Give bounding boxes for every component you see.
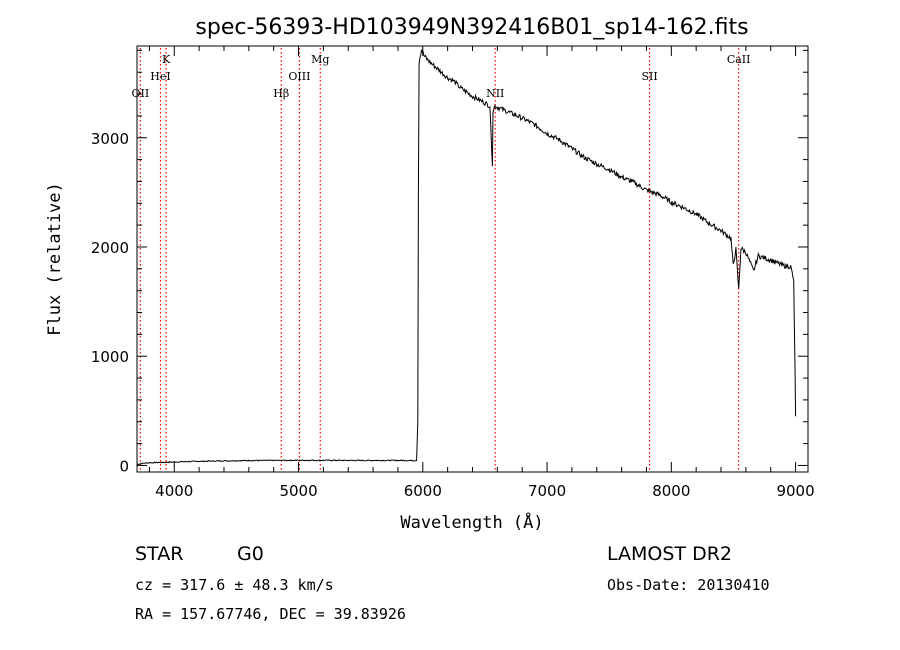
y-tick-label-3: 3000 — [91, 130, 129, 148]
y-tick-label-1: 1000 — [91, 348, 129, 366]
x-tick-label-3: 7000 — [528, 482, 566, 500]
marker-label-0: OII — [131, 87, 149, 100]
redshift-text: cz = 317.6 ± 48.3 km/s — [135, 576, 334, 594]
x-tick-label-0: 4000 — [155, 482, 193, 500]
coordinates-text: RA = 157.67746, DEC = 39.83926 — [135, 605, 406, 623]
x-tick-label-1: 5000 — [279, 482, 317, 500]
marker-label-8: CaII — [727, 53, 751, 66]
marker-label-4: OIII — [288, 70, 310, 83]
plot-frame — [136, 45, 809, 473]
y-axis-label: Flux (relative) — [45, 182, 65, 336]
marker-label-1: K — [162, 53, 171, 66]
marker-label-2: HeI — [150, 70, 170, 83]
survey-label: LAMOST DR2 — [607, 543, 732, 565]
marker-label-7: SII — [641, 70, 657, 83]
subclass-label: G0 — [237, 543, 264, 565]
x-axis-label: Wavelength (Å) — [400, 511, 543, 533]
marker-label-6: NII — [486, 87, 504, 100]
spectrum-line — [136, 49, 797, 466]
y-tick-label-0: 0 — [119, 457, 129, 475]
marker-label-5: Mg — [311, 53, 329, 66]
obs-date-text: Obs-Date: 20130410 — [607, 576, 770, 594]
marker-label-3: Hβ — [273, 87, 289, 100]
class-label: STAR — [135, 543, 183, 565]
x-tick-label-2: 6000 — [404, 482, 442, 500]
x-tick-label-4: 8000 — [652, 482, 690, 500]
x-tick-label-5: 9000 — [776, 482, 814, 500]
chart-title: spec-56393-HD103949N392416B01_sp14-162.f… — [195, 15, 748, 40]
y-tick-label-2: 2000 — [91, 239, 129, 257]
